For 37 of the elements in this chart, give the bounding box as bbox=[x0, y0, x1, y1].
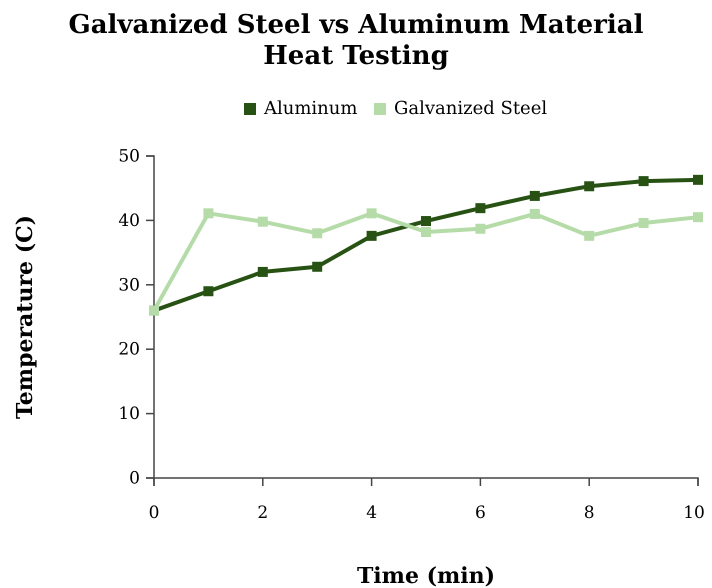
x-tick-label: 2 bbox=[257, 503, 268, 524]
point bbox=[421, 226, 431, 237]
point bbox=[530, 190, 540, 201]
y-tick-label: 20 bbox=[118, 340, 140, 360]
x-tick-label: 0 bbox=[148, 503, 160, 524]
point bbox=[693, 212, 703, 222]
y-tick-label: 40 bbox=[118, 210, 140, 231]
point bbox=[366, 230, 377, 241]
point bbox=[258, 216, 268, 227]
point bbox=[584, 230, 594, 241]
point bbox=[638, 218, 649, 228]
legend-label: Galvanized Steel bbox=[394, 98, 548, 119]
point bbox=[203, 286, 214, 296]
point bbox=[530, 208, 540, 219]
point bbox=[584, 181, 594, 192]
legend-label: Aluminum bbox=[263, 98, 358, 119]
y-tick-label: 30 bbox=[118, 275, 140, 296]
chart-title: Galvanized Steel vs Aluminum Material Heat Testing bbox=[68, 10, 644, 71]
point bbox=[638, 176, 649, 186]
y-axis-title: Temperature (C) bbox=[12, 214, 38, 420]
point bbox=[421, 216, 431, 226]
x-tick-label: 4 bbox=[366, 503, 378, 524]
point bbox=[203, 208, 214, 218]
x-tick-label: 8 bbox=[584, 503, 595, 524]
x-tick-label: 6 bbox=[474, 503, 486, 524]
x-axis-title: Time (min) bbox=[356, 563, 496, 588]
y-tick-label: 10 bbox=[118, 404, 140, 424]
point bbox=[366, 208, 377, 218]
point bbox=[258, 266, 268, 277]
x-tick-label: 10 bbox=[683, 503, 705, 524]
point bbox=[312, 262, 322, 272]
y-tick-label: 50 bbox=[118, 146, 140, 166]
point bbox=[312, 228, 322, 238]
point bbox=[475, 224, 486, 234]
point bbox=[475, 203, 486, 214]
point bbox=[693, 174, 703, 185]
y-tick-label: 0 bbox=[129, 468, 140, 488]
